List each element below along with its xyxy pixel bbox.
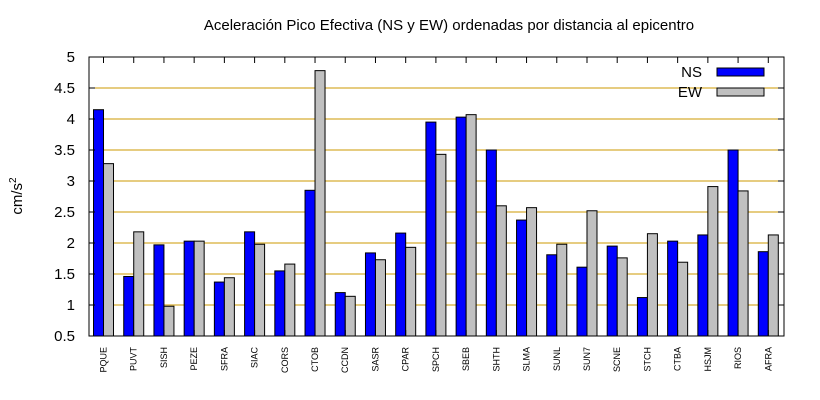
bar-ns-spch [425,121,437,337]
bar-ew-pque [103,163,115,337]
bar-ns-cpar [395,232,407,337]
x-category-label: SUNL [552,347,562,371]
bar-ns-slma [516,219,528,337]
y-tick-label: 5 [67,49,75,66]
bar-ns-siac [244,231,256,337]
bar-ew-siac [254,243,266,337]
y-tick-label: 1 [67,297,75,314]
x-category-label: SISH [159,347,169,368]
bar-ns-sfra [213,281,225,337]
legend-label-ns: NS [681,64,702,81]
bar-ns-hsjm [697,234,709,337]
x-category-label: AFRA [763,347,773,371]
x-category-label: SBEB [461,347,471,371]
y-tick-label: 2 [67,235,75,252]
bar-ns-sasr [364,252,376,337]
legend-swatch-ns [716,67,765,77]
y-tick-label: 2.5 [54,204,75,221]
bar-ew-spch [435,153,447,337]
bar-ns-sunl [546,254,558,337]
legend-label-ew: EW [678,84,703,101]
x-category-label: PUVT [129,347,139,372]
legend-swatch-ew [716,87,765,97]
bar-ew-slma [526,207,538,337]
x-category-label: SUN7 [582,347,592,371]
bar-ew-rios [737,190,749,337]
x-category-label: SLMA [522,347,532,372]
y-tick-label: 4.5 [54,80,75,97]
x-category-label: CORS [280,347,290,373]
x-category-label: SFRA [219,347,229,371]
y-tick-label: 4 [67,111,75,128]
legend: NS EW [678,64,765,101]
bar-ns-scne [606,245,618,337]
bar-ns-cors [274,270,286,337]
bar-ew-sasr [374,259,386,337]
bar-ew-peze [193,240,205,337]
x-category-label: PEZE [189,347,199,371]
bar-ew-shth [495,205,507,337]
bar-ew-sun7 [586,210,598,337]
bar-ew-stch [646,233,658,337]
y-tick-label: 3.5 [54,142,75,159]
bar-ns-afra [757,251,769,337]
x-category-label: PQUE [99,347,109,373]
y-axis-ticks: 0.5 1 1.5 2 2.5 3 3.5 4 4.5 5 [54,49,784,345]
plot-frame [88,56,785,337]
bar-ew-puvt [133,231,145,337]
bar-ew-cpar [405,246,417,337]
x-category-label: CPAR [401,347,411,372]
bar-ns-sbeb [455,116,467,337]
bar-ew-hsjm [707,186,719,337]
y-axis-label-exponent: 2 [8,177,19,183]
x-category-label: SPCH [431,347,441,372]
bar-ns-shth [485,149,497,337]
y-axis-label: cm/s2 [8,177,26,215]
bar-ew-scne [616,257,628,337]
x-category-label: CTOB [310,347,320,372]
x-category-label: RIOS [733,347,743,369]
x-category-label: CTBA [673,347,683,371]
bar-ns-ctba [667,240,679,337]
y-tick-label: 0.5 [54,328,75,345]
y-tick-label: 1.5 [54,266,75,283]
chart-title: Aceleración Pico Efectiva (NS y EW) orde… [204,17,694,34]
bar-ew-ctba [677,261,689,337]
x-category-label: SCNE [612,347,622,372]
x-category-label: SASR [370,347,380,372]
bar-ns-peze [183,240,195,337]
bar-ns-sun7 [576,266,588,337]
y-axis-label-base: cm/s [9,183,26,215]
bar-ns-rios [727,149,739,337]
bar-ns-puvt [123,275,135,337]
bar-ns-pque [93,109,105,337]
x-category-label: CCDN [340,347,350,373]
bar-ew-ctob [314,70,326,337]
bar-ns-stch [636,297,648,337]
x-category-label: SHTH [491,347,501,372]
bar-ew-sbeb [465,114,477,337]
bar-ew-sfra [223,277,235,337]
x-category-label: SIAC [250,347,260,369]
x-category-label: HSJM [703,347,713,372]
bar-ns-sish [153,244,165,337]
y-tick-label: 3 [67,173,75,190]
x-axis-categories: PQUE PUVT SISH PEZE SFRA SIAC CORS CTOB CCDN SASR… [99,57,773,373]
bar-ew-afra [767,234,779,337]
bar-ew-sish [163,305,175,337]
bar-ew-ccdn [344,295,356,337]
bar-ew-sunl [556,243,568,337]
bar-ns-ctob [304,189,316,337]
bar-ns-ccdn [334,292,346,337]
x-category-label: STCH [642,347,652,372]
bars [93,70,779,337]
bar-ew-cors [284,263,296,337]
